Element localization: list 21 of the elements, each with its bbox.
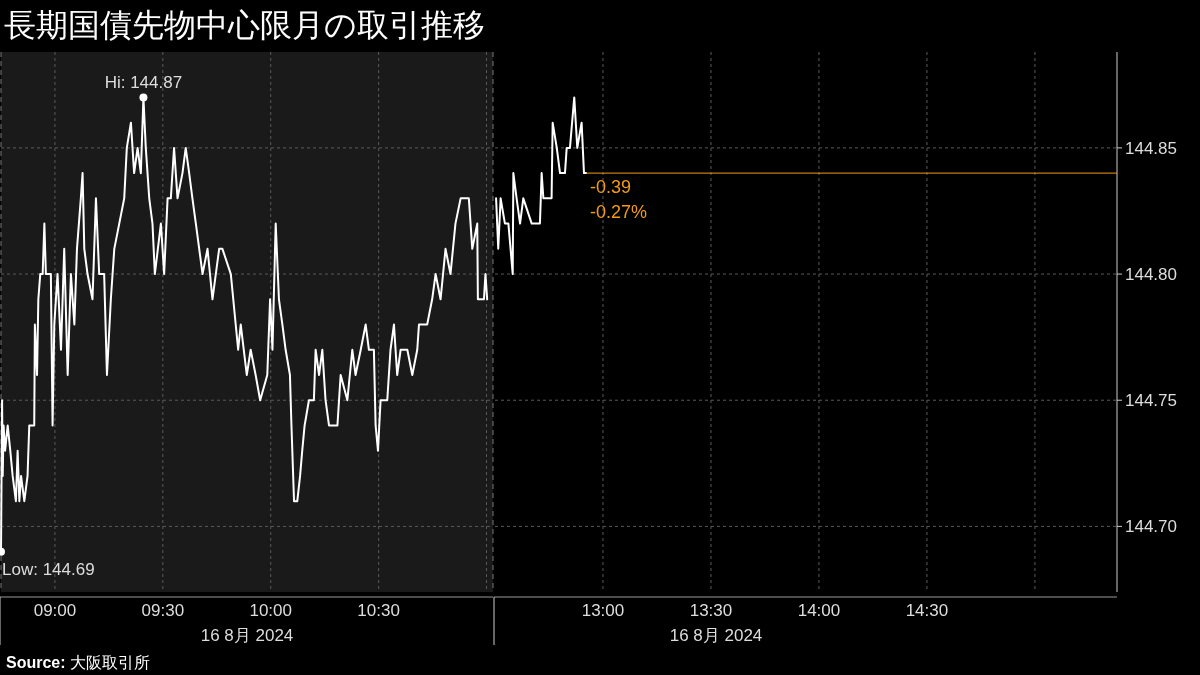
- x-tick-label: 10:00: [249, 601, 293, 620]
- line-series: [495, 96, 587, 276]
- x-tick-label: 13:30: [689, 601, 733, 620]
- annotation: Hi: 144.87: [104, 73, 183, 93]
- y-tick-label: 144.85: [1125, 138, 1177, 158]
- annotation: Low: 144.69: [2, 559, 95, 579]
- chart-title: 長期国債先物中心限月の取引推移: [4, 7, 485, 43]
- annotation: -0.39: [589, 177, 631, 198]
- annotation: -0.27%: [589, 202, 647, 223]
- y-tick-label: 144.80: [1125, 265, 1177, 285]
- x-axis-title: 16 8月 2024: [669, 626, 763, 645]
- x-tick-label: 13:00: [581, 601, 625, 620]
- x-tick-label: 14:30: [905, 601, 949, 620]
- x-tick-label: 09:30: [141, 601, 185, 620]
- x-tick-label: 14:00: [797, 601, 841, 620]
- source-note: Source: 大阪取引所: [6, 654, 151, 671]
- y-tick-label: 144.70: [1125, 517, 1177, 537]
- x-tick-label: 10:30: [357, 601, 400, 620]
- y-tick-label: 144.75: [1125, 391, 1177, 411]
- x-axis-title: 16 8月 2024: [200, 626, 294, 645]
- x-tick-label: 09:00: [33, 601, 77, 620]
